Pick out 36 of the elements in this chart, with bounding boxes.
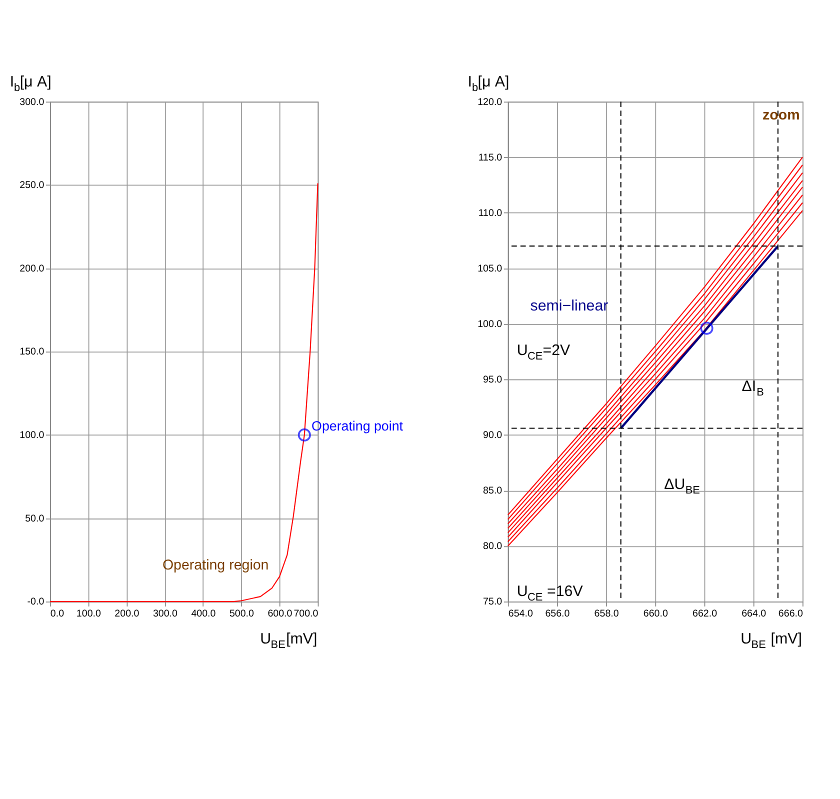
x-tick-label: 660.0: [643, 608, 668, 620]
y-tick-label: 95.0: [483, 374, 503, 386]
y-tick-label: -0.0: [27, 596, 45, 608]
y-tick-label: 100.0: [478, 318, 503, 330]
annotation: zoom: [762, 108, 800, 124]
y-tick-label: 85.0: [483, 486, 503, 497]
x-tick-label: 664.0: [742, 608, 767, 620]
y-tick-label: 90.0: [483, 430, 503, 442]
x-tick-label: 500.0: [229, 608, 255, 620]
x-tick-label: 600.0: [268, 608, 293, 620]
x-tick-label: 658.0: [594, 608, 620, 620]
y-tick-label: 110.0: [478, 208, 503, 219]
x-tick-label: 666.0: [778, 608, 804, 620]
x-tick-label: 100.0: [76, 608, 102, 620]
x-tick-label: 300.0: [152, 608, 178, 620]
x-tick-label: 200.0: [114, 608, 140, 620]
y-tick-label: 120.0: [478, 96, 503, 108]
x-tick-label: 700.0: [294, 608, 319, 620]
y-tick-label: 80.0: [483, 541, 503, 552]
y-tick-label: 100.0: [20, 430, 45, 442]
x-tick-label: 656.0: [545, 608, 570, 620]
annotation: semi−linear: [530, 298, 608, 315]
x-tick-label: 654.0: [508, 608, 534, 620]
y-tick-label: 150.0: [20, 346, 45, 358]
y-tick-label: 115.0: [478, 152, 503, 164]
y-tick-label: 105.0: [478, 263, 503, 274]
y-tick-label: 50.0: [25, 513, 45, 524]
y-tick-label: 75.0: [483, 596, 503, 608]
annotation: Operating region: [162, 557, 269, 574]
x-tick-label: 0.0: [50, 608, 65, 620]
y-tick-label: 300.0: [20, 96, 45, 108]
x-tick-label: 400.0: [191, 608, 216, 620]
y-tick-label: 250.0: [20, 180, 45, 192]
x-tick-label: 662.0: [692, 608, 718, 620]
annotation: Operating point: [312, 418, 404, 434]
y-tick-label: 200.0: [20, 263, 45, 274]
